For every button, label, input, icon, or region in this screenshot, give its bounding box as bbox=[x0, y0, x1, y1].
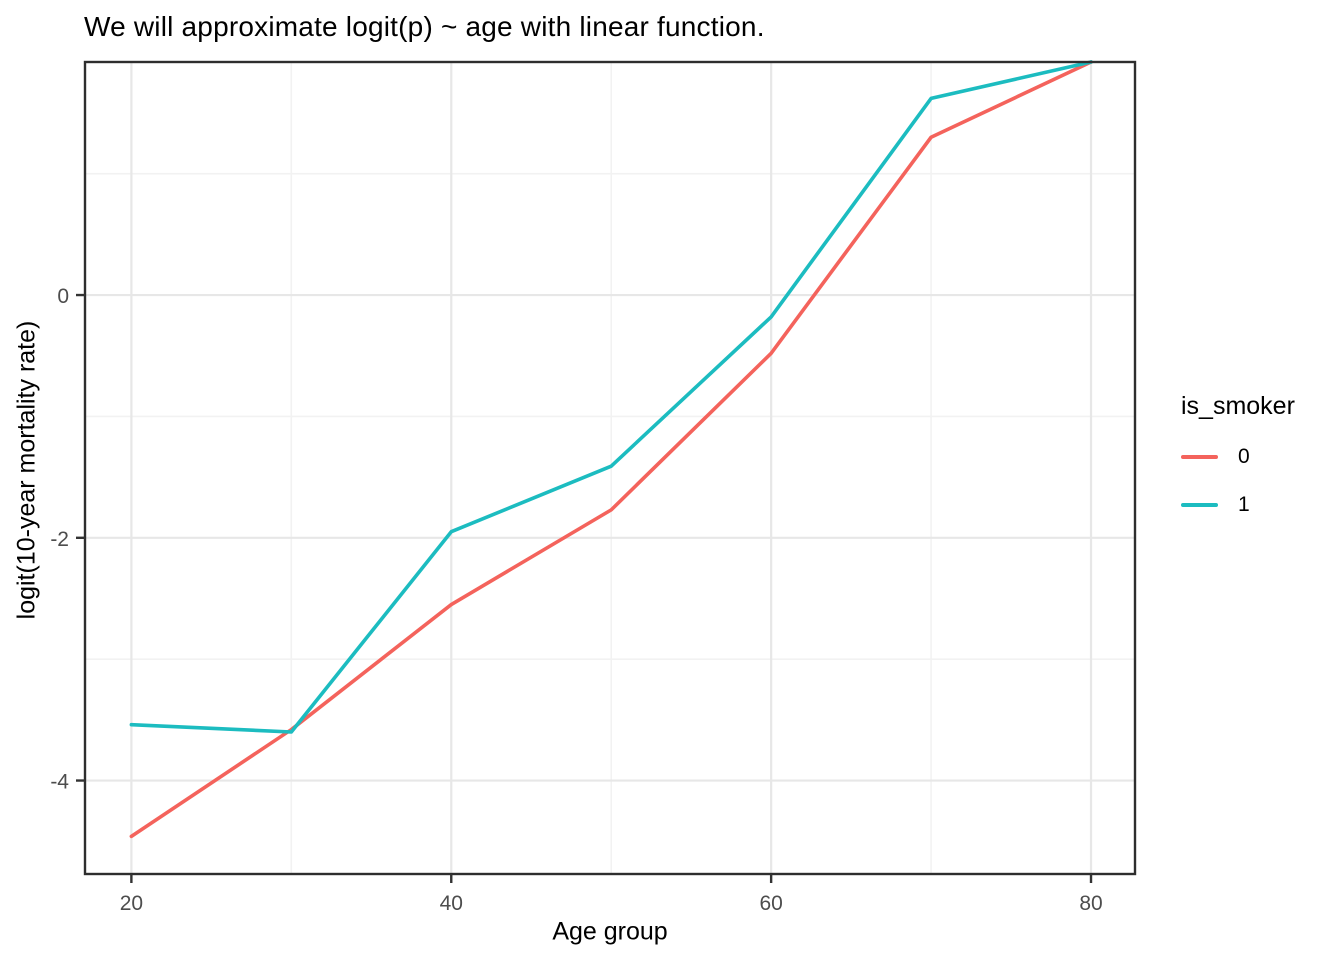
x-tick-label: 60 bbox=[759, 892, 782, 915]
legend-label: 1 bbox=[1238, 493, 1250, 516]
series-line-1 bbox=[129, 60, 1093, 734]
panel-border bbox=[83, 60, 1137, 876]
x-tick-label: 20 bbox=[120, 892, 143, 915]
y-axis-title: logit(10-year mortality rate) bbox=[12, 320, 41, 620]
y-tick-label: -2 bbox=[50, 528, 69, 551]
legend-label: 0 bbox=[1238, 445, 1250, 468]
y-tick-label: 0 bbox=[57, 285, 69, 308]
x-tick-label: 80 bbox=[1079, 892, 1102, 915]
legend-item: 0 bbox=[1181, 445, 1295, 469]
legend-swatch bbox=[1181, 455, 1218, 459]
legend-title: is_smoker bbox=[1181, 392, 1295, 420]
x-axis-title: Age group bbox=[552, 917, 668, 946]
y-tick-label: -4 bbox=[50, 771, 69, 794]
x-tick-label: 40 bbox=[440, 892, 463, 915]
legend-swatch bbox=[1181, 503, 1218, 507]
legend-item: 1 bbox=[1181, 493, 1295, 517]
chart-title: We will approximate logit(p) ~ age with … bbox=[84, 11, 765, 42]
